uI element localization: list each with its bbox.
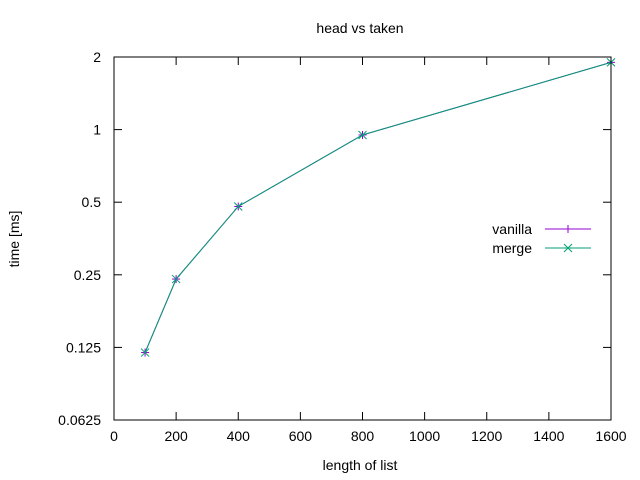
series-line [144,61,612,353]
y-tick-label: 0.125 [66,339,101,355]
y-tick-label: 0.25 [74,267,101,283]
chart-title: head vs taken [316,20,403,36]
y-tick-label: 0.5 [82,194,102,210]
x-tick-label: 400 [227,428,251,444]
x-tick-label: 600 [289,428,313,444]
data-point [563,243,573,253]
series-vanilla [141,58,615,357]
series-merge [140,58,616,357]
data-point [171,274,181,284]
x-tick-label: 1200 [471,428,502,444]
legend-label: vanilla [492,221,532,237]
series-line [144,61,612,353]
x-tick-label: 1600 [595,428,626,444]
data-point [358,130,367,140]
x-axis-label: length of list [323,457,398,473]
x-tick-label: 800 [351,428,375,444]
x-tick-label: 1400 [533,428,564,444]
y-tick-label: 0.0625 [58,412,101,428]
legend: vanilla merge [492,221,591,256]
y-axis-label: time [ms] [6,211,22,268]
legend-label: merge [492,240,532,256]
x-tick-label: 0 [110,428,118,444]
x-tick-label: 200 [164,428,188,444]
axis-ticks: 0 200 400 600 800 1000 1200 1400 1600 0.0625 0.125… [58,49,627,444]
data-point [233,202,243,211]
x-tick-label: 1000 [409,428,440,444]
y-tick-label: 1 [93,122,101,138]
data-point [140,348,150,357]
series-layer [140,58,616,357]
y-tick-label: 2 [93,49,101,65]
plot-border [113,56,612,421]
